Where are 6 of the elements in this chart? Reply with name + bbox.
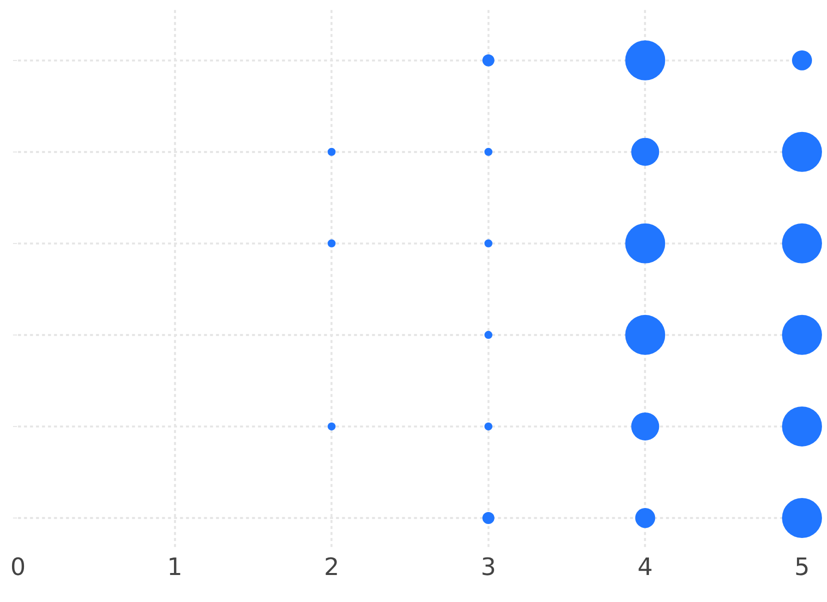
x-tick-label: 2 xyxy=(324,553,340,581)
x-tick-label: 4 xyxy=(638,553,653,581)
x-tick-label: 1 xyxy=(167,553,182,581)
x-tick-label: 0 xyxy=(10,553,26,581)
x-tick-label: 3 xyxy=(480,553,496,581)
x-tick-label: 5 xyxy=(794,553,810,581)
